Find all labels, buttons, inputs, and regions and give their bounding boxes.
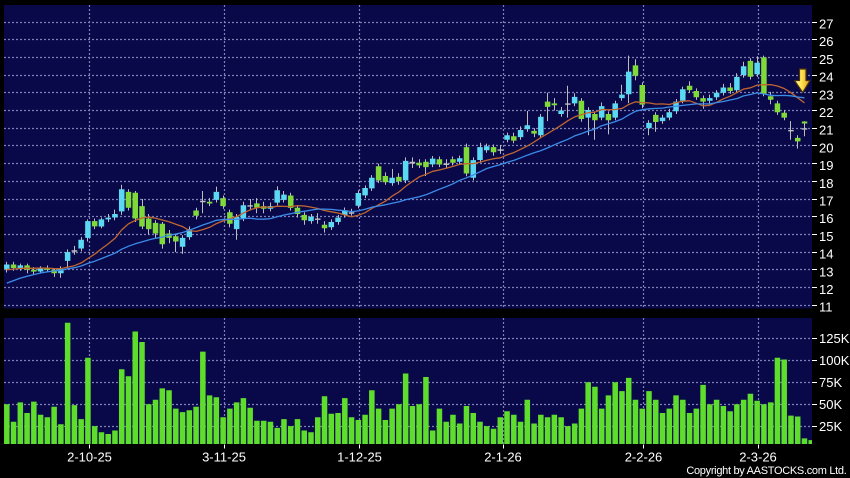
svg-text:18: 18: [819, 176, 833, 191]
svg-text:15: 15: [819, 229, 833, 244]
svg-text:2-1-26: 2-1-26: [484, 450, 522, 465]
svg-text:75K: 75K: [819, 375, 842, 390]
svg-text:2-3-26: 2-3-26: [739, 450, 777, 465]
svg-text:50K: 50K: [819, 397, 842, 412]
svg-text:16: 16: [819, 211, 833, 226]
svg-text:19: 19: [819, 158, 833, 173]
svg-text:2-10-25: 2-10-25: [67, 450, 112, 465]
svg-text:23: 23: [819, 87, 833, 102]
svg-text:25K: 25K: [819, 419, 842, 434]
svg-text:17: 17: [819, 194, 833, 209]
svg-text:21: 21: [819, 123, 833, 138]
svg-text:3-11-25: 3-11-25: [202, 450, 246, 465]
svg-text:27: 27: [819, 17, 833, 32]
svg-text:25: 25: [819, 52, 833, 67]
svg-text:11: 11: [819, 300, 833, 315]
svg-text:22: 22: [819, 105, 833, 120]
svg-text:125K: 125K: [819, 331, 850, 346]
svg-text:1-12-25: 1-12-25: [337, 450, 382, 465]
svg-text:100K: 100K: [819, 353, 850, 368]
svg-text:Copyright by AASTOCKS.com Ltd.: Copyright by AASTOCKS.com Ltd.: [686, 465, 846, 477]
svg-text:2-2-26: 2-2-26: [625, 450, 663, 465]
svg-text:14: 14: [819, 247, 833, 262]
svg-text:26: 26: [819, 34, 833, 49]
svg-text:24: 24: [819, 70, 833, 85]
svg-text:20: 20: [819, 140, 833, 155]
svg-text:12: 12: [819, 282, 833, 297]
svg-text:13: 13: [819, 264, 833, 279]
